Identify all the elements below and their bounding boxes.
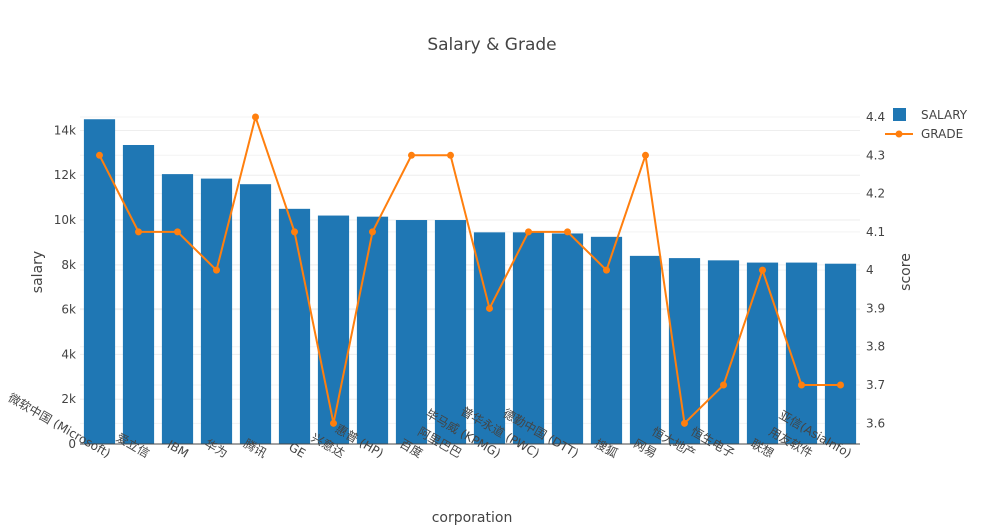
line-grade	[98, 113, 841, 426]
bar-salary	[746, 262, 779, 444]
line-series	[96, 113, 844, 427]
point-grade	[564, 228, 571, 236]
point-grade	[174, 228, 181, 236]
point-grade	[720, 381, 727, 389]
bar-salary	[200, 178, 233, 444]
point-grade	[369, 228, 376, 236]
x-axis-title: corporation	[432, 510, 513, 525]
bar-salary	[278, 208, 311, 444]
y-tick-label: 0	[68, 437, 76, 451]
gridlines	[80, 116, 860, 424]
bar-salary	[122, 144, 155, 444]
y2-tick-label: 3.8	[866, 340, 885, 354]
bar-salary	[317, 215, 350, 444]
point-grade	[291, 228, 298, 236]
y-tick-label: 8k	[61, 258, 76, 272]
y2-tick-label: 4.4	[866, 110, 885, 124]
bar-salary	[512, 232, 545, 444]
point-grade	[837, 381, 844, 389]
y2-axis-ticks: 3.6 3.7 3.8 3.9 4 4.1 4.2 4.3 4.4	[866, 110, 885, 430]
y-axis-ticks: 0 2k 4k 6k 8k 10k 12k 14k	[54, 123, 76, 451]
y2-tick-label: 4.2	[866, 187, 885, 201]
y-tick-label: 10k	[54, 213, 76, 227]
point-grade	[213, 266, 220, 274]
point-grade	[330, 419, 337, 427]
y2-tick-label: 4	[866, 263, 874, 277]
point-grade	[135, 228, 142, 236]
point-grade	[642, 151, 649, 159]
y-tick-label: 14k	[54, 123, 76, 137]
y2-tick-label: 3.6	[866, 416, 885, 430]
y2-tick-label: 3.7	[866, 378, 885, 392]
legend-swatch-salary	[893, 108, 906, 121]
bar-salary	[395, 220, 428, 444]
point-grade	[759, 266, 766, 274]
y-tick-label: 2k	[61, 392, 76, 406]
bar-salary	[551, 233, 584, 444]
y2-axis-title: score	[898, 253, 914, 291]
point-grade	[798, 381, 805, 389]
point-grade	[486, 304, 493, 312]
bar-series	[83, 119, 857, 445]
y-tick-label: 12k	[54, 168, 76, 182]
point-grade	[681, 419, 688, 427]
bar-salary	[629, 255, 662, 444]
bar-salary	[83, 119, 116, 445]
bar-salary	[161, 174, 194, 444]
legend-label-salary: SALARY	[921, 108, 968, 122]
bar-salary	[434, 220, 467, 444]
y-tick-label: 4k	[61, 347, 76, 361]
y2-tick-label: 3.9	[866, 301, 885, 315]
y-axis-title: salary	[30, 251, 46, 293]
point-grade	[96, 151, 103, 159]
legend-swatch-grade-marker	[895, 130, 903, 138]
y-tick-label: 6k	[61, 303, 76, 317]
legend: SALARY GRADE	[885, 108, 968, 141]
legend-label-grade: GRADE	[921, 127, 963, 141]
point-grade	[603, 266, 610, 274]
bar-salary	[239, 184, 272, 445]
y2-tick-label: 4.1	[866, 225, 885, 239]
point-grade	[525, 228, 532, 236]
bar-salary	[824, 263, 857, 444]
point-grade	[408, 151, 415, 159]
chart-title: Salary & Grade	[427, 35, 556, 55]
point-grade	[252, 113, 259, 121]
bar-salary	[356, 216, 389, 444]
y2-tick-label: 4.3	[866, 148, 885, 162]
point-grade	[447, 151, 454, 159]
